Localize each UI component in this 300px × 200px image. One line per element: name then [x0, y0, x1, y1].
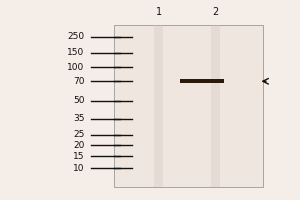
Text: 25: 25 — [73, 130, 85, 139]
Bar — [114, 25, 263, 187]
Text: 250: 250 — [68, 32, 85, 41]
Text: 1: 1 — [156, 7, 162, 17]
Text: 2: 2 — [212, 7, 218, 17]
Text: 50: 50 — [73, 96, 85, 105]
Bar — [154, 25, 164, 187]
Bar — [211, 25, 220, 187]
Text: 20: 20 — [73, 141, 85, 150]
Text: 15: 15 — [73, 152, 85, 161]
Text: 10: 10 — [73, 164, 85, 173]
Text: 35: 35 — [73, 114, 85, 123]
Text: 100: 100 — [68, 63, 85, 72]
Bar — [180, 79, 224, 83]
Text: 70: 70 — [73, 77, 85, 86]
Text: 150: 150 — [68, 48, 85, 57]
